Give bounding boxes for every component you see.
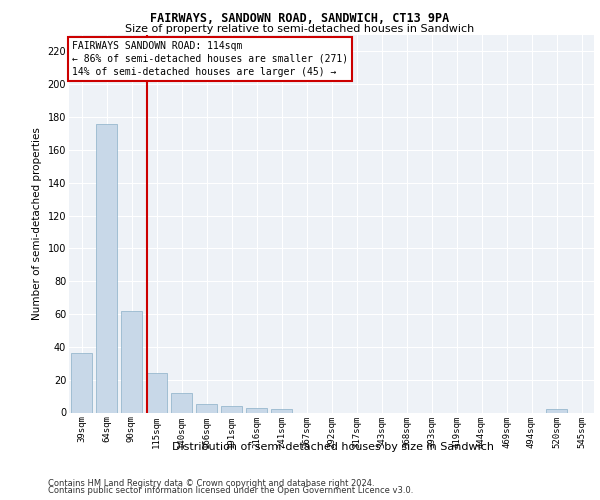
- Bar: [71, 354, 92, 412]
- Text: FAIRWAYS SANDOWN ROAD: 114sqm
← 86% of semi-detached houses are smaller (271)
14: FAIRWAYS SANDOWN ROAD: 114sqm ← 86% of s…: [71, 40, 348, 77]
- Text: Distribution of semi-detached houses by size in Sandwich: Distribution of semi-detached houses by …: [172, 442, 494, 452]
- Bar: [171, 393, 192, 412]
- Bar: [246, 408, 267, 412]
- Text: Contains HM Land Registry data © Crown copyright and database right 2024.: Contains HM Land Registry data © Crown c…: [48, 478, 374, 488]
- Bar: [96, 124, 117, 412]
- Text: Size of property relative to semi-detached houses in Sandwich: Size of property relative to semi-detach…: [125, 24, 475, 34]
- Text: Contains public sector information licensed under the Open Government Licence v3: Contains public sector information licen…: [48, 486, 413, 495]
- Y-axis label: Number of semi-detached properties: Number of semi-detached properties: [32, 128, 42, 320]
- Bar: [271, 409, 292, 412]
- Bar: [546, 409, 567, 412]
- Bar: [221, 406, 242, 412]
- Text: FAIRWAYS, SANDOWN ROAD, SANDWICH, CT13 9PA: FAIRWAYS, SANDOWN ROAD, SANDWICH, CT13 9…: [151, 12, 449, 26]
- Bar: [146, 373, 167, 412]
- Bar: [196, 404, 217, 412]
- Bar: [121, 310, 142, 412]
